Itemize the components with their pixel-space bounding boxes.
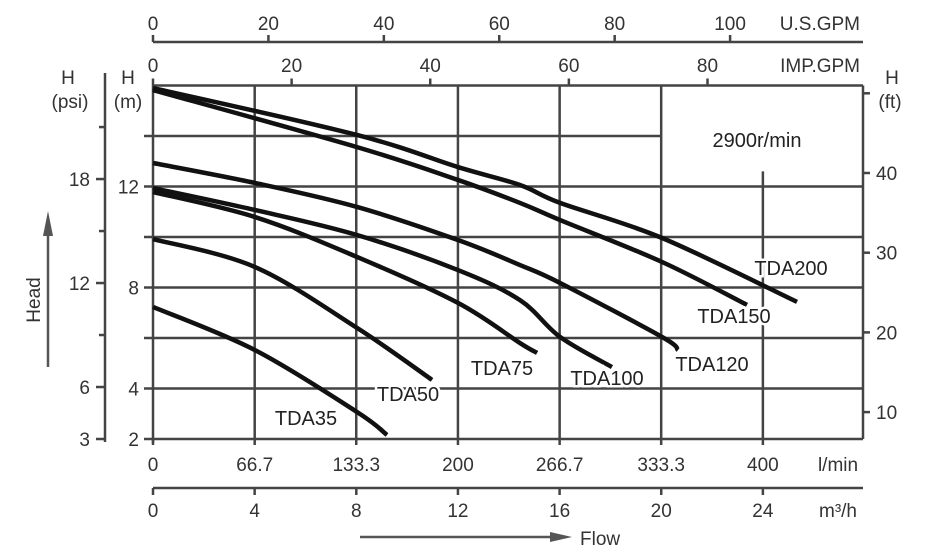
x-tick-label-m3h: 0 (148, 501, 159, 522)
x-tick-label-lmin: 0 (148, 455, 159, 476)
series-label-tda35: TDA35 (275, 408, 337, 430)
series-label-tda50: TDA50 (377, 384, 439, 406)
x-tick-label-impgpm: 60 (558, 56, 579, 77)
y-tick-label-m: 8 (128, 279, 139, 300)
curve-tda75 (152, 189, 539, 355)
y-tick-label-m: 12 (118, 178, 139, 199)
flow-arrow-icon (550, 532, 572, 542)
series-label-tda100: TDA100 (570, 368, 643, 390)
x-tick-label-m3h: 24 (752, 501, 774, 522)
y-tick-label-m: 4 (128, 380, 139, 401)
y-tick-label-ft: 30 (876, 244, 897, 265)
x-tick-label-usgpm: 40 (373, 14, 394, 35)
x-tick-label-usgpm: 0 (148, 14, 159, 35)
y-tick-label-psi: 18 (69, 170, 90, 191)
head-arrow-icon (43, 211, 53, 236)
y-axis-unit-ft: (ft) (878, 92, 901, 113)
x-tick-label-lmin: 66.7 (236, 455, 273, 476)
x-tick-label-m3h: 8 (351, 501, 362, 522)
x-tick-label-m3h: 20 (651, 501, 672, 522)
curve-tda35 (152, 304, 389, 437)
x-tick-label-impgpm: 80 (697, 56, 718, 77)
x-tick-label-usgpm: 20 (258, 14, 279, 35)
x-axis-unit-m3h: m³/h (819, 501, 857, 522)
y-axis-unit-psi: (psi) (52, 92, 89, 113)
x-tick-label-lmin: 133.3 (332, 455, 380, 476)
y-axis-title-ft: H (885, 68, 899, 89)
head-axis-label: Head (24, 277, 45, 322)
series-label-tda150: TDA150 (697, 306, 770, 328)
x-axis-unit-usgpm: U.S.GPM (780, 14, 860, 35)
flow-axis-label: Flow (580, 529, 620, 550)
x-tick-label-usgpm: 60 (489, 14, 510, 35)
x-tick-label-lmin: 266.7 (536, 455, 584, 476)
x-tick-label-m3h: 4 (249, 501, 260, 522)
y-axis-unit-m: (m) (114, 92, 142, 113)
curve-tda200 (152, 85, 798, 304)
labels: TDA200 TDA150 TDA120 TDA100 TDA75 TDA50 TDA35 2… (272, 128, 830, 433)
curve-tda120 (152, 160, 680, 352)
x-tick-label-m3h: 12 (447, 501, 468, 522)
y-axis-title-psi: H (61, 68, 75, 89)
y-tick-label-psi: 6 (79, 378, 90, 399)
y-tick-label-ft: 20 (876, 323, 897, 344)
x-tick-label-m3h: 16 (549, 501, 570, 522)
y-axis-title-m: H (121, 68, 135, 89)
y-tick-label-ft: 40 (876, 164, 897, 185)
series-label-tda75: TDA75 (471, 358, 533, 380)
curve-tda150 (152, 87, 749, 307)
y-tick-label-ft: 10 (876, 403, 897, 424)
x-tick-label-usgpm: 80 (604, 14, 625, 35)
y-tick-label-psi: 12 (69, 274, 90, 295)
curves (152, 85, 798, 437)
y-tick-label-psi: 3 (79, 430, 90, 451)
speed-note: 2900r/min (713, 130, 802, 152)
curve-tda50 (152, 236, 434, 382)
x-tick-label-usgpm: 100 (714, 14, 746, 35)
x-axis-unit-lmin: l/min (818, 455, 858, 476)
x-tick-label-impgpm: 0 (148, 56, 159, 77)
x-tick-label-impgpm: 20 (281, 56, 302, 77)
series-label-tda200: TDA200 (754, 258, 827, 280)
series-label-tda120: TDA120 (675, 354, 748, 376)
x-tick-label-impgpm: 40 (420, 56, 441, 77)
x-tick-label-lmin: 400 (747, 455, 779, 476)
x-tick-label-lmin: 333.3 (637, 455, 685, 476)
x-axis-unit-impgpm: IMP.GPM (780, 56, 860, 77)
y-tick-label-m: 2 (128, 430, 139, 451)
curve-tda100 (152, 185, 614, 369)
x-tick-label-lmin: 200 (442, 455, 474, 476)
